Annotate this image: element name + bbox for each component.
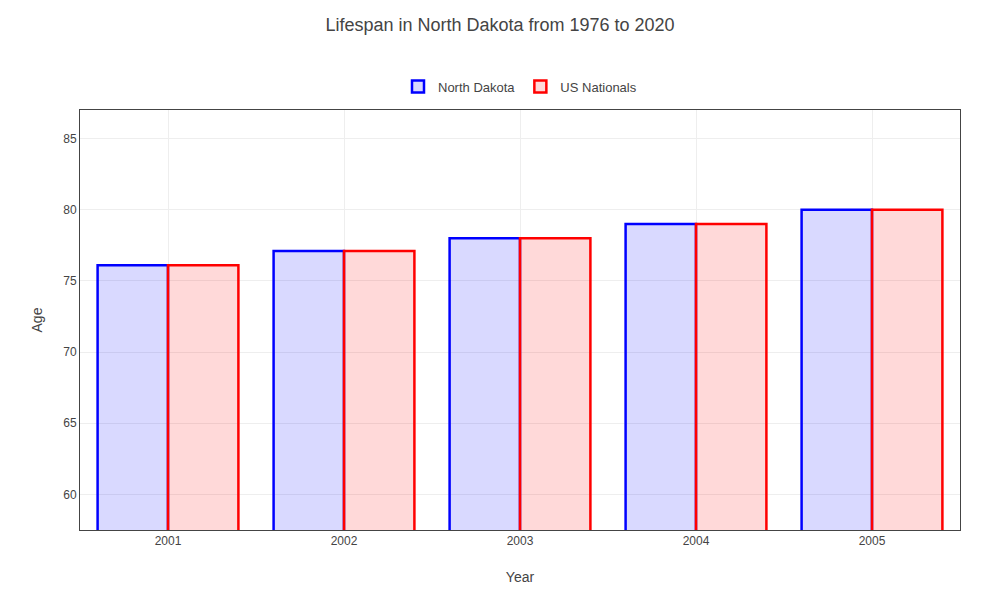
svg-text:75: 75 [63,274,77,288]
svg-text:Lifespan in North Dakota from: Lifespan in North Dakota from 1976 to 20… [325,15,674,35]
svg-text:85: 85 [63,132,77,146]
svg-text:US Nationals: US Nationals [560,80,636,95]
svg-text:60: 60 [63,488,77,502]
svg-text:Age: Age [29,307,45,332]
svg-text:2002: 2002 [331,534,358,548]
svg-text:2003: 2003 [507,534,534,548]
svg-text:70: 70 [63,345,77,359]
svg-text:2005: 2005 [859,534,886,548]
svg-text:North Dakota: North Dakota [438,80,515,95]
svg-text:2001: 2001 [155,534,182,548]
svg-text:Year: Year [506,569,535,585]
svg-text:80: 80 [63,203,77,217]
svg-text:65: 65 [63,416,77,430]
svg-text:2004: 2004 [683,534,710,548]
